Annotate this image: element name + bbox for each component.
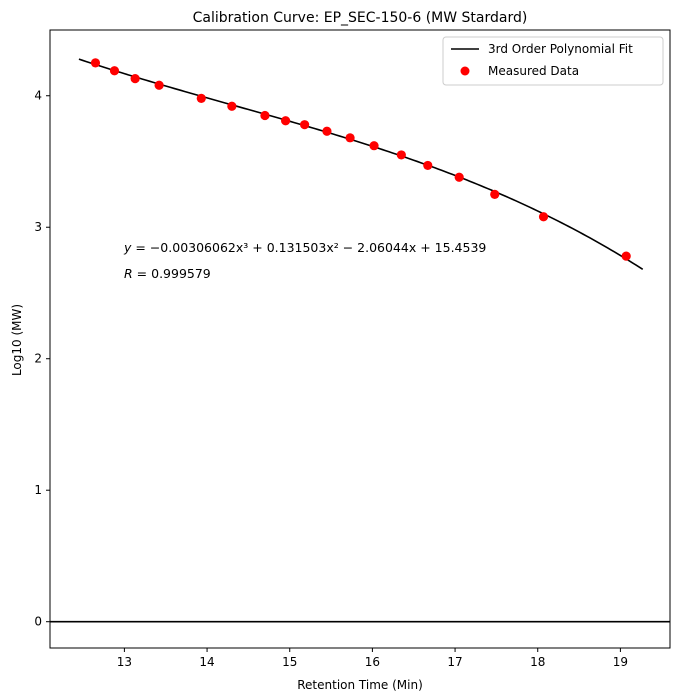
plot-area [50,58,670,623]
r-value-text: = 0.999579 [137,266,211,281]
legend-label-measured: Measured Data [488,64,579,78]
measured-data-point [281,116,291,126]
measured-data-point [538,212,549,222]
measured-data-point [260,110,270,121]
measured-data-point [154,80,164,90]
y-tick-label: 2 [34,352,42,366]
measured-data-point [322,126,332,136]
plot-frame [49,29,671,649]
legend: 3rd Order Polynomial Fit Measured Data [442,36,664,86]
axis-ticks: 13 14 15 16 17 18 19 0 1 2 3 4 [34,89,628,669]
x-axis-label: Retention Time (Min) [297,678,423,692]
measured-data-point [300,120,310,130]
y-tick-label: 4 [34,89,42,103]
measured-data-point [621,251,631,261]
measured-data-point [369,141,379,151]
r-annotation: R = 0.999579 [124,266,211,281]
x-tick-label: 16 [365,655,380,669]
measured-data-point [130,74,140,84]
x-tick-label: 13 [117,655,132,669]
legend-label-fit: 3rd Order Polynomial Fit [488,42,633,56]
legend-marker-swatch [460,66,470,76]
measured-data-point [423,160,433,171]
measured-data-point [345,133,355,143]
measured-data-point [90,58,101,68]
x-tick-label: 19 [613,655,628,669]
x-tick-label: 15 [282,655,297,669]
measured-data-point [196,93,206,103]
x-tick-label: 17 [447,655,462,669]
legend-box [442,36,664,86]
y-tick-label: 1 [34,483,42,497]
measured-data-point [227,101,237,111]
y-tick-label: 3 [34,220,42,234]
polynomial-fit-line [78,58,644,270]
equation-text: = −0.00306062x³ + 0.131503x² − 2.06044x … [135,240,486,255]
equation-annotation: y = −0.00306062x³ + 0.131503x² − 2.06044… [123,240,486,255]
x-tick-label: 18 [530,655,545,669]
chart-title: Calibration Curve: EP_SEC-150-6 (MW Star… [193,10,528,26]
measured-data-point [109,66,120,76]
measured-data-point [396,150,406,160]
y-axis-label: Log10 (MW) [10,304,24,376]
measured-data-point [454,172,464,182]
y-tick-label: 0 [34,615,42,629]
x-tick-label: 14 [199,655,214,669]
measured-data-point [490,189,500,199]
equation-variable: y [123,240,132,255]
r-variable: R [124,266,133,281]
